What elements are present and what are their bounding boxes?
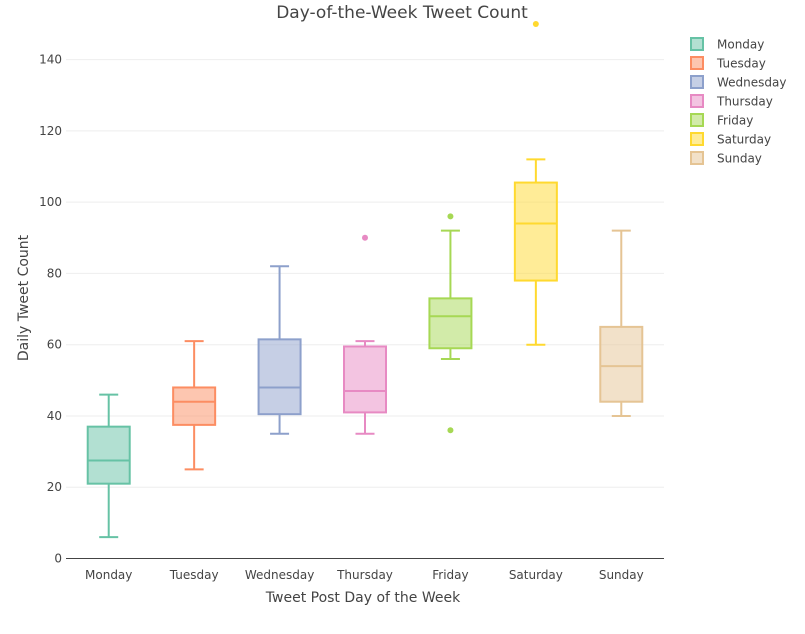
legend-swatch (690, 113, 704, 127)
legend-item-saturday[interactable]: Saturday (690, 132, 771, 147)
legend-label: Monday (717, 38, 764, 52)
y-tick-label: 60 (47, 338, 62, 352)
box-iqr (513, 181, 558, 282)
y-axis-title: Daily Tweet Count (16, 234, 32, 361)
x-tick-label: Thursday (336, 568, 393, 582)
x-tick-label: Tuesday (169, 568, 219, 582)
y-tick-label: 140 (39, 53, 62, 67)
box-saturday (513, 21, 558, 346)
x-axis-ticks: Monday Tuesday Wednesday Thursday Friday Satu… (85, 568, 644, 582)
box-iqr (172, 386, 217, 426)
x-tick-label: Saturday (509, 568, 563, 582)
outlier-point (362, 234, 368, 241)
legend-item-friday[interactable]: Friday (690, 113, 753, 128)
y-tick-label: 80 (47, 266, 62, 280)
box-monday (86, 393, 131, 539)
legend-label: Tuesday (716, 57, 766, 71)
legend-label: Friday (717, 114, 753, 128)
box-iqr (428, 297, 473, 350)
legend-item-thursday[interactable]: Thursday (690, 94, 773, 109)
legend-label: Thursday (716, 95, 773, 109)
boxes (86, 21, 644, 539)
x-tick-label: Wednesday (245, 568, 314, 582)
chart-title: Day-of-the-Week Tweet Count (276, 3, 528, 23)
legend-swatch (690, 132, 704, 146)
x-axis-title: Tweet Post Day of the Week (265, 590, 461, 606)
y-axis-ticks: 0 20 40 60 80 100 120 140 (39, 53, 62, 566)
legend-swatch (690, 75, 704, 89)
legend-label: Wednesday (717, 76, 786, 90)
box-iqr (86, 425, 131, 485)
x-tick-label: Friday (432, 568, 468, 582)
legend-swatch (690, 151, 704, 165)
box-iqr (599, 325, 644, 403)
legend-item-monday[interactable]: Monday (690, 37, 764, 52)
x-tick-label: Monday (85, 568, 132, 582)
outlier-point (532, 21, 539, 27)
outlier-point (447, 427, 454, 434)
box-thursday (343, 234, 387, 435)
box-friday (428, 213, 473, 434)
x-tick-label: Sunday (599, 568, 644, 582)
y-tick-label: 40 (47, 409, 62, 423)
legend: Monday Tuesday Wednesday Thursday Friday Satu… (690, 37, 786, 166)
y-tick-label: 20 (47, 480, 62, 494)
legend-swatch (690, 94, 704, 108)
legend-label: Saturday (717, 133, 771, 147)
legend-swatch (690, 37, 704, 51)
y-tick-label: 0 (54, 552, 62, 566)
y-tick-label: 100 (39, 195, 62, 209)
box-iqr (343, 345, 387, 414)
box-sunday (599, 229, 644, 417)
box-iqr (257, 338, 302, 416)
legend-swatch (690, 56, 704, 70)
y-tick-label: 120 (39, 124, 62, 138)
box-tuesday (172, 340, 217, 471)
legend-item-sunday[interactable]: Sunday (690, 151, 762, 166)
outlier-point (447, 213, 454, 220)
legend-item-wednesday[interactable]: Wednesday (690, 75, 786, 90)
legend-label: Sunday (717, 152, 762, 166)
legend-item-tuesday[interactable]: Tuesday (690, 56, 766, 71)
box-wednesday (257, 265, 302, 435)
